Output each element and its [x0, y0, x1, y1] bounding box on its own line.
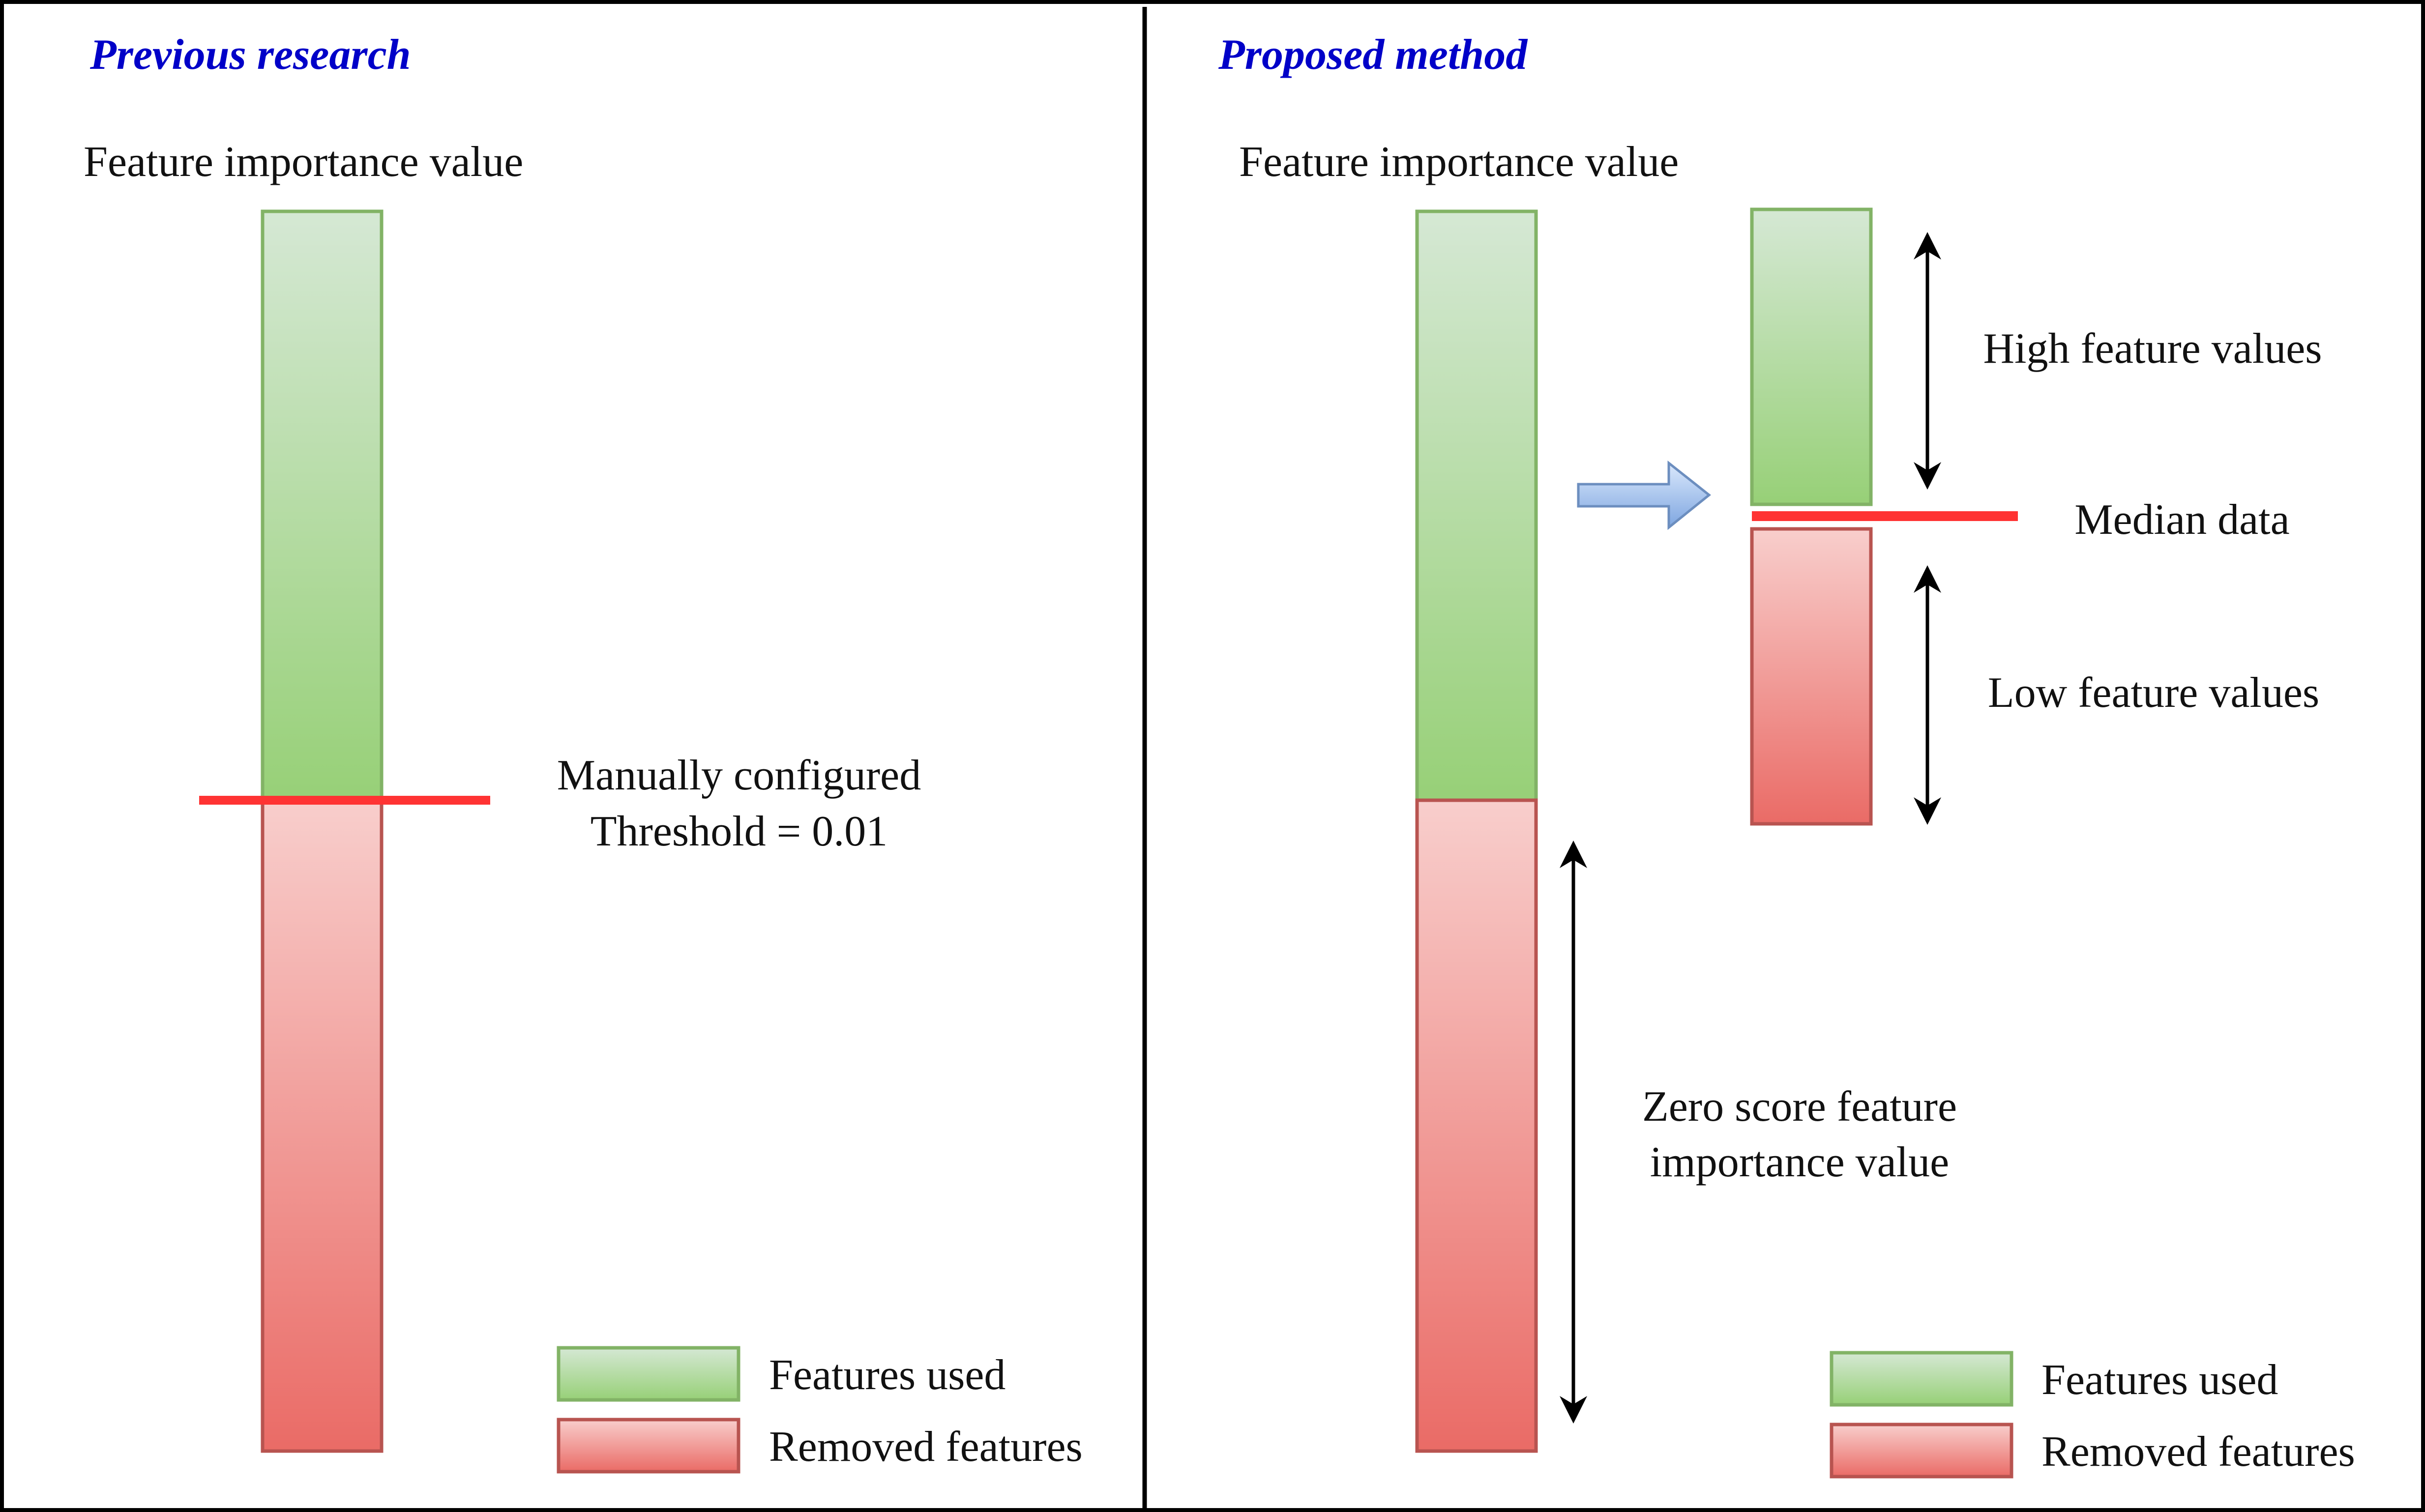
- right-legend-used-swatch: [1830, 1351, 2013, 1407]
- right-axis-label: Feature importance value: [1239, 138, 1679, 186]
- low-values-bar: [1750, 527, 1873, 826]
- left-axis-label: Feature importance value: [84, 138, 523, 186]
- right-removed-bar: [1415, 798, 1538, 1453]
- left-panel: Previous research Feature importance val…: [84, 31, 1083, 1474]
- median-label: Median data: [2074, 496, 2289, 544]
- right-panel-title: Proposed method: [1218, 31, 1528, 79]
- left-used-bar: [261, 209, 384, 802]
- low-values-label: Low feature values: [1988, 669, 2319, 717]
- transform-arrow-icon: [1577, 460, 1712, 530]
- left-legend-removed-swatch: [557, 1418, 740, 1474]
- right-legend-used-label: Features used: [2041, 1356, 2278, 1404]
- left-legend-used-swatch: [557, 1346, 740, 1402]
- zero-score-label-line2: importance value: [1650, 1138, 1949, 1186]
- right-legend-removed-swatch: [1830, 1423, 2013, 1479]
- right-used-bar: [1415, 209, 1538, 802]
- left-removed-bar: [261, 798, 384, 1453]
- left-panel-title: Previous research: [89, 31, 411, 79]
- threshold-label-line1: Manually configured: [557, 752, 921, 799]
- zero-score-label-line1: Zero score feature: [1642, 1083, 1957, 1131]
- left-legend-removed-label: Removed features: [769, 1423, 1083, 1471]
- right-panel: Proposed method Feature importance value…: [1218, 31, 2355, 1479]
- high-values-bar: [1750, 207, 1873, 506]
- right-legend-removed-label: Removed features: [2041, 1428, 2355, 1476]
- high-values-label: High feature values: [1983, 325, 2322, 373]
- left-legend-used-label: Features used: [769, 1351, 1005, 1399]
- threshold-label-line2: Threshold = 0.01: [591, 808, 887, 855]
